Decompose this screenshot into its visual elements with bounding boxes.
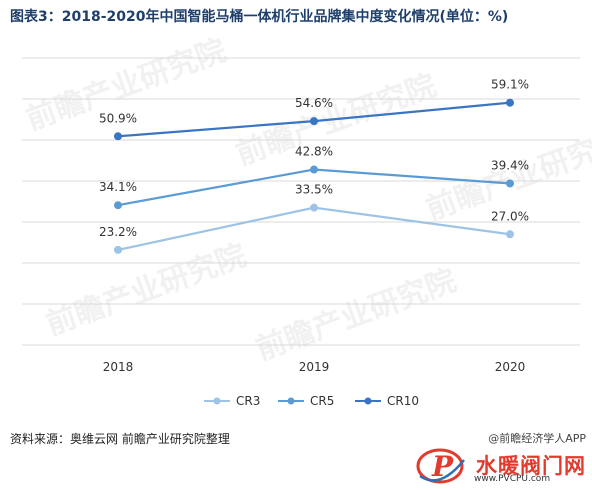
chart-title: 图表3：2018-2020年中国智能马桶一体机行业品牌集中度变化情况(单位：%) [10,9,509,25]
logo-text: 水暖阀门网 [476,454,586,478]
data-label-cr5: 34.1% [99,180,137,194]
x-tick-label: 2020 [495,360,526,374]
legend-marker-cr10 [364,397,372,405]
data-point-cr5 [506,179,514,188]
legend-label-cr5: CR5 [310,394,334,408]
data-point-cr10 [114,132,122,141]
data-label-cr3: 23.2% [99,225,137,239]
data-label-cr3: 33.5% [295,183,333,197]
data-label-cr3: 27.0% [491,209,529,223]
source-note: 资料来源：奥维云网 前瞻产业研究院整理 [10,432,230,446]
data-point-cr5 [310,165,318,174]
legend-marker-cr5 [287,397,295,405]
legend-label-cr10: CR10 [387,394,419,408]
logo-url: www.PVCPU.com [474,474,551,484]
data-label-cr10: 59.1% [491,78,529,92]
line-chart: 2018 2019 2020 23.2% 33.5% 27.0% 34.1% 42.8% 39.… [22,57,580,408]
data-label-cr10: 50.9% [99,111,137,125]
legend-label-cr3: CR3 [236,394,260,408]
series-line-cr3 [117,206,511,251]
data-point-cr10 [310,117,318,126]
data-point-cr3 [506,230,514,239]
x-tick-label: 2019 [299,360,330,374]
site-logo: P 水暖阀门网 www.PVCPU.com [412,446,590,486]
data-point-cr3 [114,245,122,254]
brand-handle: @前瞻经济学人APP [488,432,586,445]
data-label-cr10: 54.6% [295,96,333,110]
data-label-cr5: 42.8% [295,145,333,159]
data-point-cr10 [506,98,514,107]
data-label-cr5: 39.4% [491,158,529,172]
legend-marker-cr3 [213,397,221,405]
data-point-cr3 [310,203,318,212]
data-point-cr5 [114,201,122,210]
logo-mark-icon: P [416,448,465,484]
x-tick-label: 2018 [103,360,134,374]
